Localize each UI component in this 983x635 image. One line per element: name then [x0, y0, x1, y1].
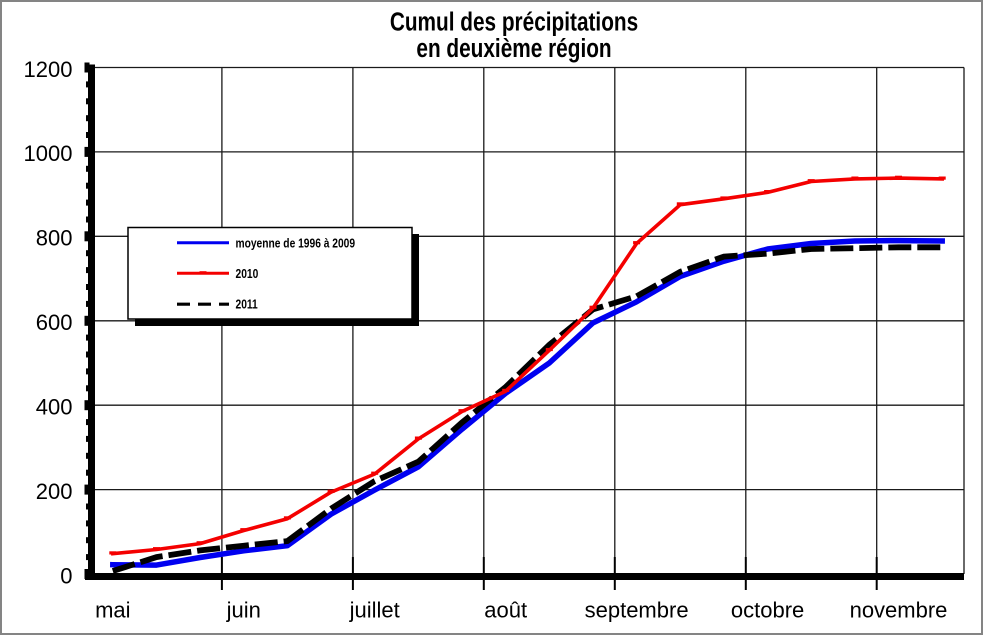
svg-text:Cumul des précipitations: Cumul des précipitations	[390, 7, 638, 36]
svg-text:400: 400	[36, 395, 73, 420]
svg-text:1000: 1000	[24, 141, 73, 166]
svg-text:juin: juin	[226, 598, 261, 623]
svg-text:2011: 2011	[236, 299, 259, 312]
svg-text:juillet: juillet	[349, 598, 400, 623]
svg-text:2010: 2010	[236, 268, 259, 281]
svg-text:800: 800	[36, 226, 73, 251]
svg-text:septembre: septembre	[585, 598, 689, 623]
svg-text:en deuxième région: en deuxième région	[416, 34, 611, 63]
svg-text:0: 0	[60, 563, 72, 588]
svg-text:moyenne de 1996 à 2009: moyenne de 1996 à 2009	[236, 237, 356, 250]
svg-text:octobre: octobre	[731, 598, 804, 623]
svg-text:1200: 1200	[24, 57, 73, 82]
svg-text:mai: mai	[95, 598, 130, 623]
svg-text:août: août	[484, 598, 527, 623]
svg-text:novembre: novembre	[850, 598, 948, 623]
svg-text:600: 600	[36, 310, 73, 335]
svg-text:200: 200	[36, 479, 73, 504]
